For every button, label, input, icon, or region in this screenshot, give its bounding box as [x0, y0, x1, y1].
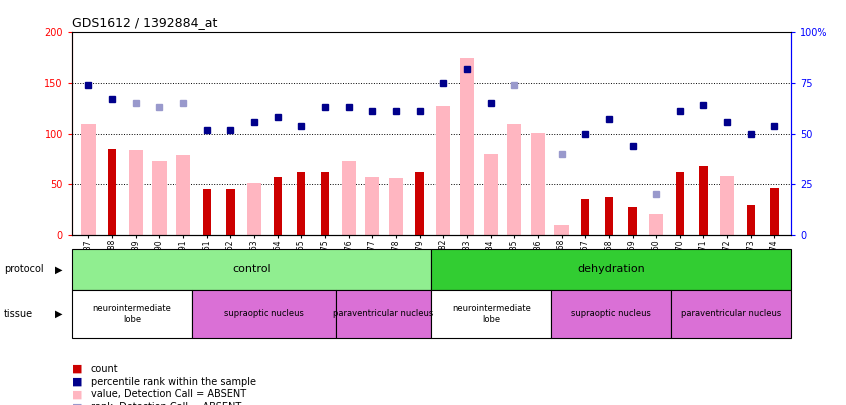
- Bar: [202, 190, 211, 235]
- Text: control: control: [233, 264, 271, 274]
- Text: dehydration: dehydration: [577, 264, 645, 274]
- Text: tissue: tissue: [4, 309, 33, 319]
- Bar: [484, 154, 497, 235]
- Text: percentile rank within the sample: percentile rank within the sample: [91, 377, 255, 386]
- Bar: [273, 177, 282, 235]
- Text: value, Detection Call = ABSENT: value, Detection Call = ABSENT: [91, 390, 245, 399]
- Bar: [676, 172, 684, 235]
- Bar: [507, 124, 521, 235]
- Bar: [747, 205, 755, 235]
- Text: ■: ■: [72, 364, 82, 373]
- Bar: [437, 107, 450, 235]
- Text: ■: ■: [72, 390, 82, 399]
- Text: ▶: ▶: [55, 264, 63, 274]
- Bar: [700, 166, 707, 235]
- Bar: [365, 177, 379, 235]
- Bar: [152, 161, 167, 235]
- Bar: [530, 133, 545, 235]
- Bar: [605, 198, 613, 235]
- Bar: [81, 124, 96, 235]
- Bar: [176, 155, 190, 235]
- Text: ▶: ▶: [55, 309, 63, 319]
- Text: protocol: protocol: [4, 264, 44, 274]
- Bar: [629, 207, 637, 235]
- Text: paraventricular nucleus: paraventricular nucleus: [681, 309, 781, 318]
- Bar: [460, 58, 474, 235]
- Text: supraoptic nucleus: supraoptic nucleus: [223, 309, 304, 318]
- Text: GDS1612 / 1392884_at: GDS1612 / 1392884_at: [72, 16, 217, 29]
- Bar: [389, 178, 403, 235]
- Bar: [226, 190, 234, 235]
- Bar: [247, 183, 261, 235]
- Bar: [321, 172, 329, 235]
- Bar: [720, 176, 734, 235]
- Bar: [297, 172, 305, 235]
- Bar: [554, 225, 569, 235]
- Bar: [581, 200, 590, 235]
- Bar: [342, 161, 356, 235]
- Bar: [649, 214, 663, 235]
- Text: neurointermediate
lobe: neurointermediate lobe: [92, 304, 171, 324]
- Bar: [108, 149, 116, 235]
- Text: neurointermediate
lobe: neurointermediate lobe: [452, 304, 530, 324]
- Bar: [771, 188, 778, 235]
- Text: rank, Detection Call = ABSENT: rank, Detection Call = ABSENT: [91, 403, 241, 405]
- Text: ■: ■: [72, 403, 82, 405]
- Text: count: count: [91, 364, 118, 373]
- Bar: [415, 172, 424, 235]
- Text: ■: ■: [72, 377, 82, 386]
- Text: supraoptic nucleus: supraoptic nucleus: [571, 309, 651, 318]
- Text: paraventricular nucleus: paraventricular nucleus: [333, 309, 434, 318]
- Bar: [129, 150, 143, 235]
